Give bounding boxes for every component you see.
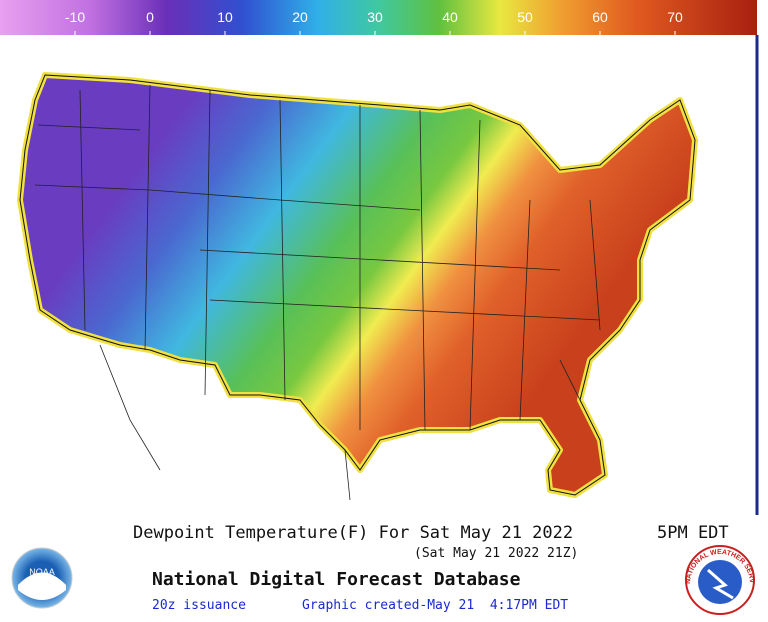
- coastline: [99, 344, 351, 501]
- us-dewpoint-field: [17, 72, 698, 498]
- colorbar-tick-label: 40: [442, 9, 458, 25]
- valid-utc: (Sat May 21 2022 21Z): [414, 546, 578, 561]
- colorbar: [0, 0, 757, 35]
- map-time: 5PM EDT: [657, 523, 729, 543]
- colorbar-tick-label: 0: [146, 9, 154, 25]
- colorbar-tick-label: 10: [217, 9, 233, 25]
- noaa-bird: [18, 572, 66, 600]
- colorbar-tick-label: 30: [367, 9, 383, 25]
- colorbar-tick-label: -10: [65, 9, 85, 25]
- colorbar-tick-label: 70: [667, 9, 683, 25]
- state-lines: [34, 84, 601, 431]
- nws-bolt: [707, 568, 734, 600]
- noaa-text: NOAA: [29, 567, 55, 577]
- colorbar-tick-label: 50: [517, 9, 533, 25]
- map-title: Dewpoint Temperature(F) For Sat May 21 2…: [133, 523, 573, 543]
- colorbar-ticks: -10 0 10 20 30 40 50 60 70: [65, 9, 683, 35]
- database-name: National Digital Forecast Database: [152, 569, 521, 590]
- colorbar-tick-label: 60: [592, 9, 608, 25]
- us-outline: [19, 74, 696, 496]
- graphic-created: Graphic created-May 21 4:17PM EDT: [302, 598, 568, 613]
- noaa-logo: NOAA: [11, 547, 73, 609]
- issuance: 20z issuance: [152, 598, 246, 613]
- map: [17, 35, 759, 515]
- colorbar-tick-label: 20: [292, 9, 308, 25]
